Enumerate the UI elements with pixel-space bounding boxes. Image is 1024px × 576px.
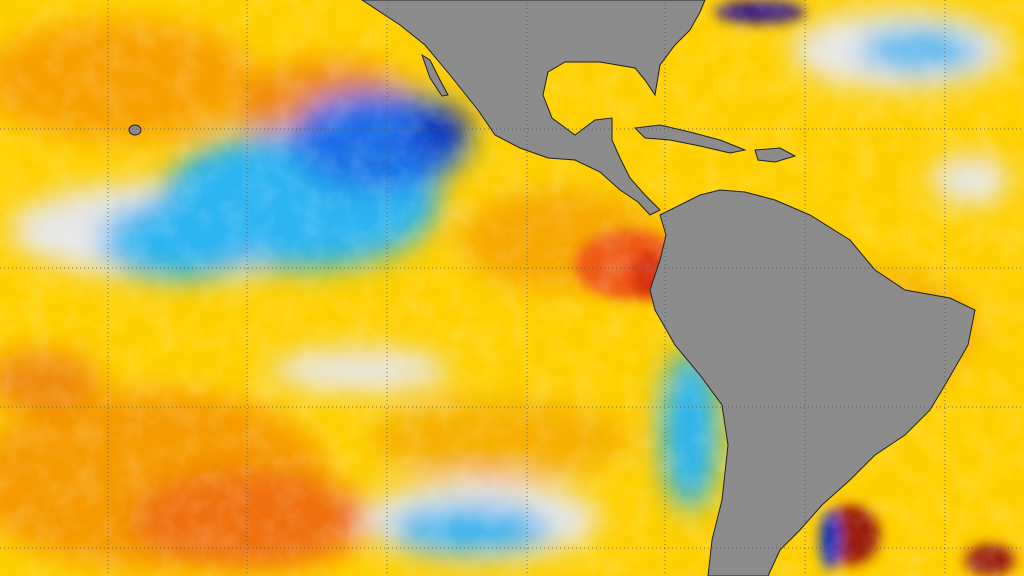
south-america — [649, 189, 976, 576]
land-layer — [128, 0, 976, 576]
hispaniola — [754, 147, 797, 163]
hawaii — [128, 124, 142, 136]
north-central-america — [361, 0, 706, 216]
baja-peninsula — [421, 53, 449, 97]
cuba — [633, 124, 747, 154]
